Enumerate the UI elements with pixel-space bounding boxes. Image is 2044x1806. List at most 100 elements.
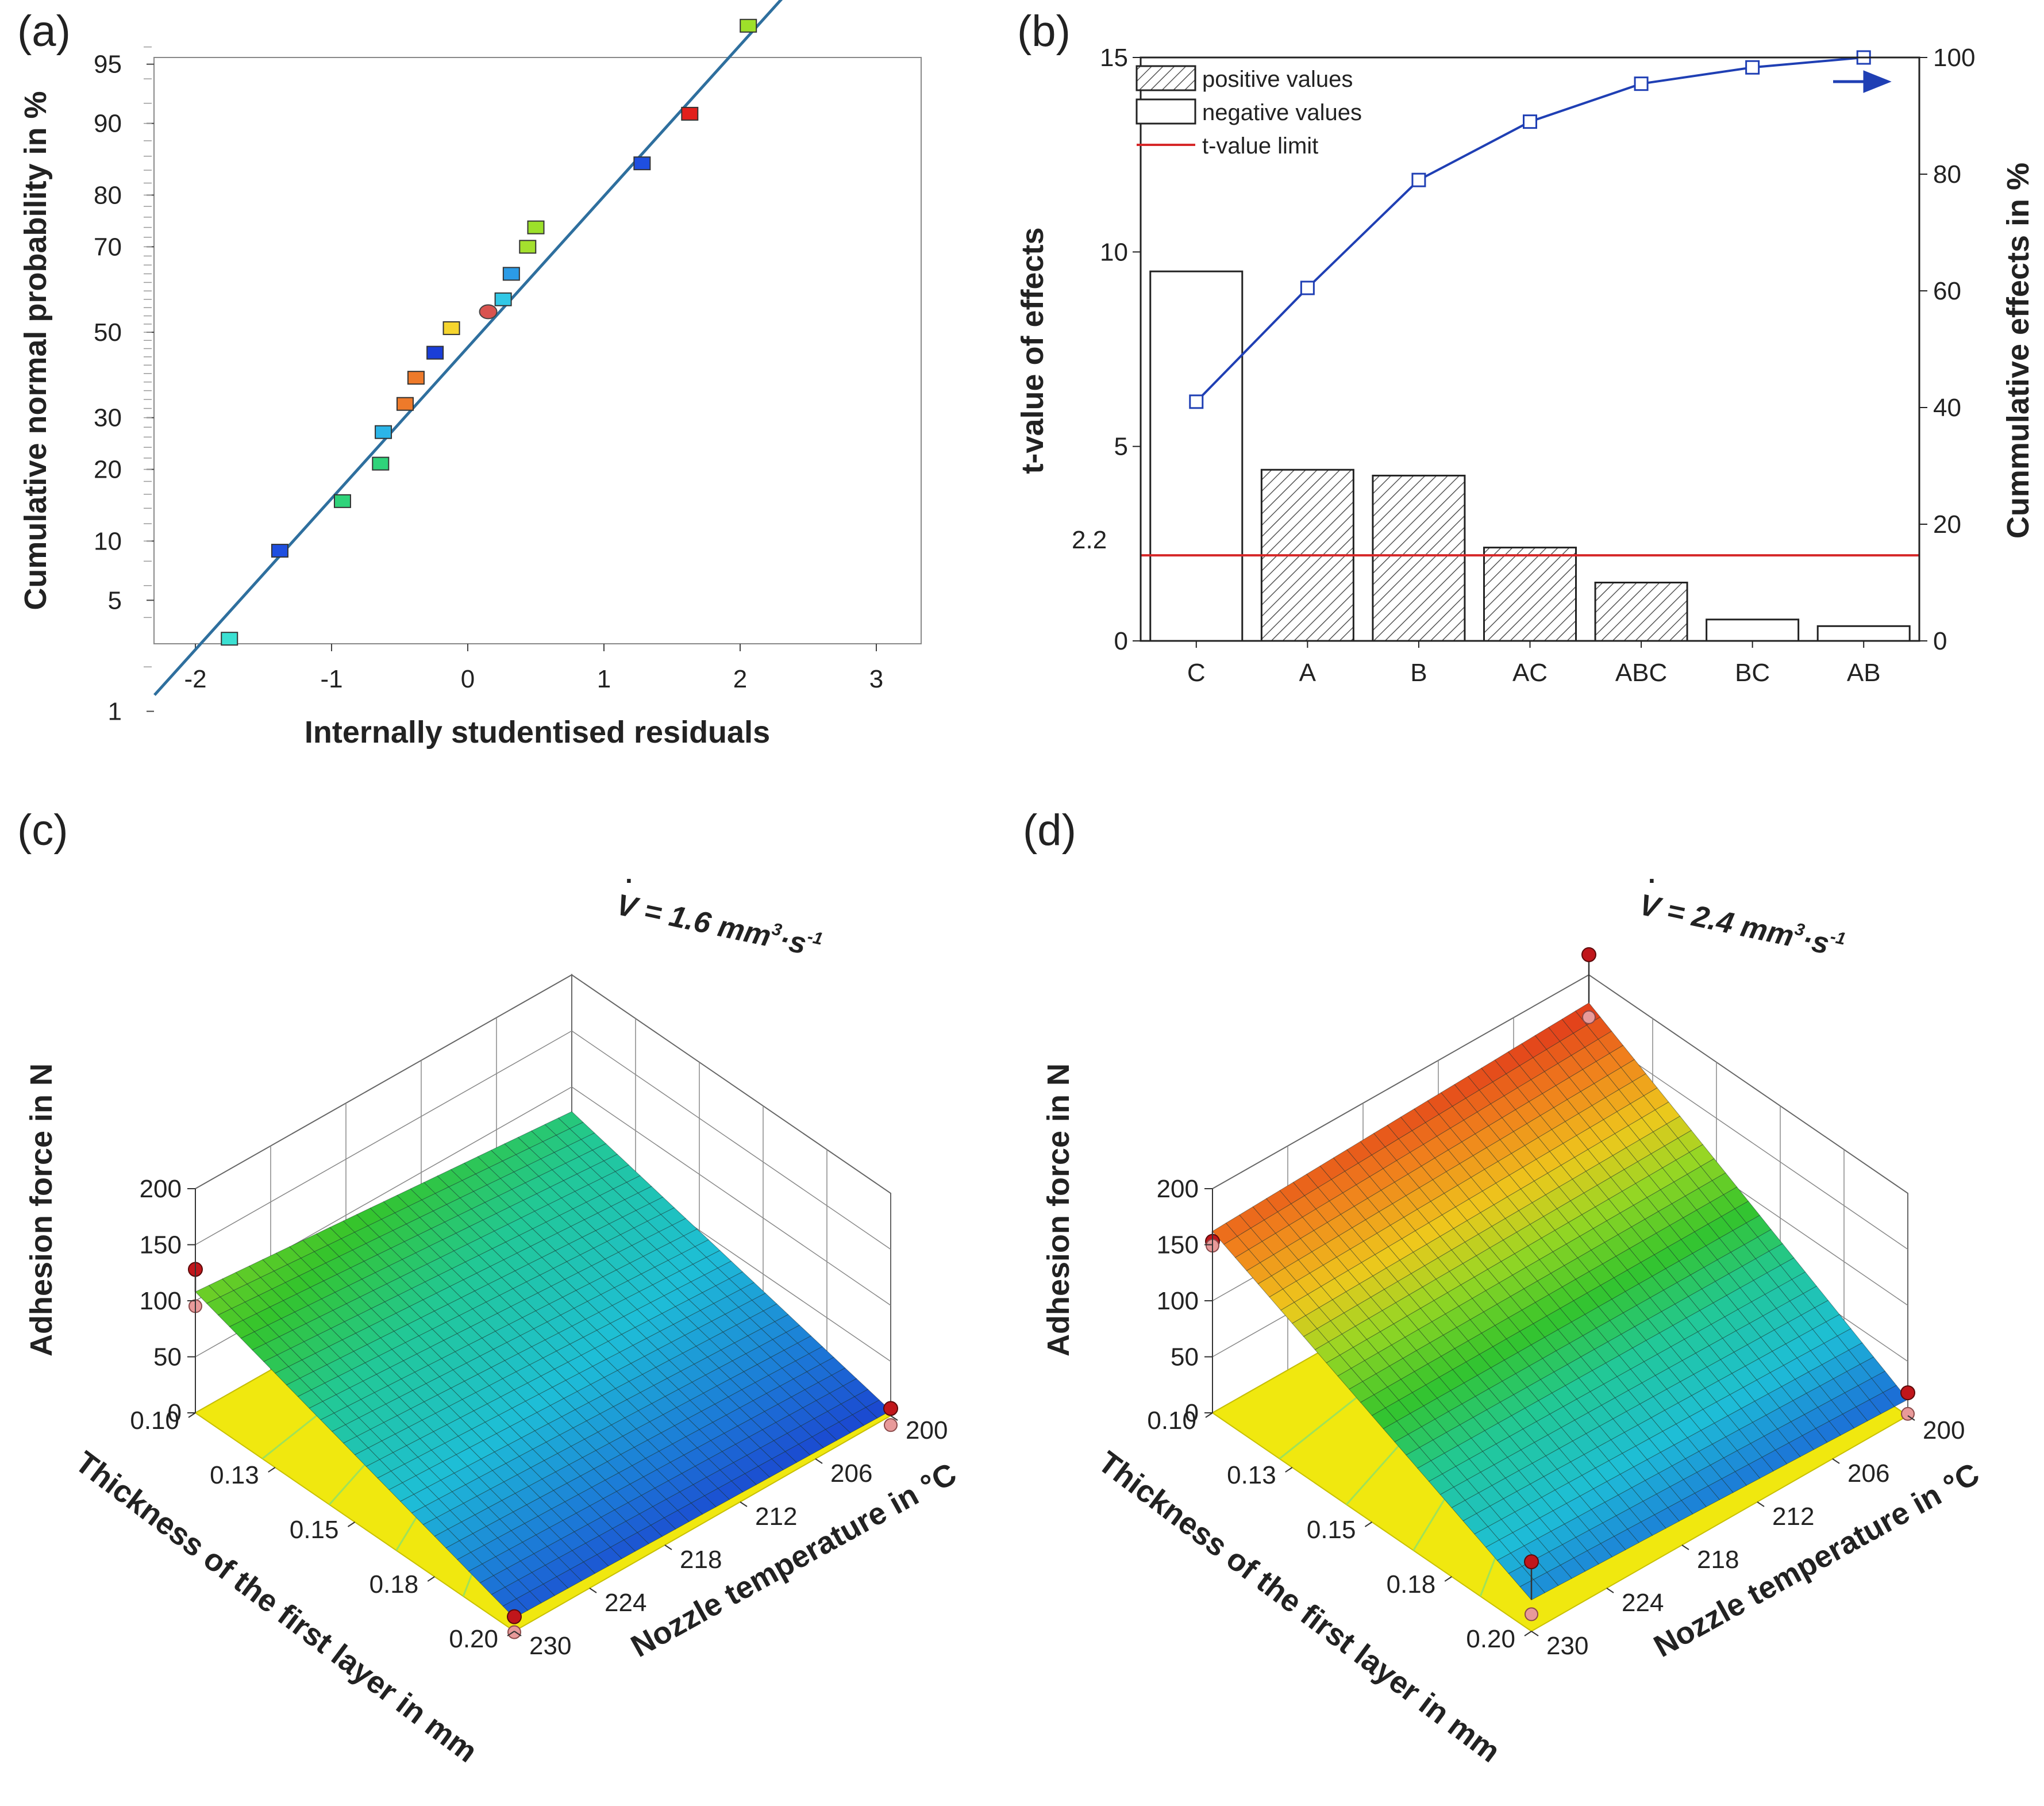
- temperature-axis-d: 200 206 212 218 224 230: [1531, 1415, 1965, 1660]
- legend-limit: t-value limit: [1202, 133, 1318, 159]
- x-axis-title-a: Internally studentised residuals: [305, 715, 770, 750]
- surface-patch: [811, 1429, 838, 1448]
- legend-negative: negative values: [1202, 100, 1362, 125]
- thickness-tick: [1205, 1412, 1213, 1418]
- residual-point: [740, 18, 757, 33]
- design-point: [507, 1609, 522, 1624]
- design-point-projection: [1901, 1407, 1915, 1421]
- effect-bar: [1816, 625, 1911, 642]
- panel-label-d: (d): [1023, 806, 1076, 855]
- design-point-projection: [1582, 1010, 1596, 1024]
- cumulative-marker: [1189, 394, 1204, 409]
- surface-patch: [1681, 1493, 1707, 1515]
- legend-negative-swatch: [1135, 98, 1196, 125]
- effect-bar: [1149, 270, 1244, 642]
- y-tick-label-a: 70: [94, 233, 122, 261]
- thickness-tick: [427, 1576, 435, 1582]
- residual-point: [271, 544, 288, 558]
- x-tick-label-a: 3: [869, 665, 883, 693]
- flow-rate-unit-inv: -1: [806, 927, 825, 949]
- x-axis-a: -2 -1 0 1 2 3: [184, 644, 883, 693]
- temperature-tick-label: 200: [1923, 1416, 1965, 1444]
- y-tick-label-a: 20: [94, 456, 122, 484]
- category-label: AB: [1847, 659, 1881, 687]
- y2-tick-label-b: 20: [1933, 510, 1961, 539]
- category-label: A: [1299, 659, 1317, 687]
- residual-point: [221, 632, 238, 646]
- design-points-d: [1205, 947, 1915, 1621]
- temperature-tick: [740, 1501, 748, 1507]
- category-label: C: [1187, 659, 1206, 687]
- surface-patch: [1856, 1399, 1881, 1421]
- temperature-axis-c: 200 206 212 218 224 230: [514, 1415, 948, 1660]
- thickness-tick-label: 0.18: [1387, 1570, 1436, 1598]
- residual-point: [494, 292, 512, 306]
- temperature-tick-label: 230: [529, 1632, 571, 1660]
- residual-point: [502, 267, 520, 281]
- cumulative-marker: [1634, 76, 1649, 91]
- z-tick-label: 150: [1157, 1231, 1199, 1259]
- z-axis-d: 0 50 100 150 200: [1157, 1175, 1213, 1427]
- y2-tick-label-b: 80: [1933, 160, 1961, 189]
- residual-point: [407, 371, 425, 385]
- residual-point: [479, 304, 498, 320]
- z-tick-label: 100: [1157, 1287, 1199, 1315]
- category-label: ABC: [1615, 659, 1667, 687]
- temperature-tick-label: 230: [1546, 1632, 1588, 1660]
- effect-bar: [1372, 474, 1466, 642]
- residual-point: [527, 220, 545, 235]
- thickness-tick: [268, 1467, 276, 1473]
- surface-patch: [1869, 1392, 1895, 1415]
- panel-label-a: (a): [17, 7, 71, 56]
- surface-patch: [852, 1407, 878, 1426]
- surface-patch: [825, 1421, 851, 1441]
- effect-bar: [1706, 618, 1800, 642]
- thickness-tick-label: 0.10: [130, 1407, 179, 1435]
- t-value-limit-label: 2.2: [1072, 526, 1107, 554]
- surface-patch: [1721, 1471, 1747, 1493]
- secondary-axis-title-b: Cummulative effects in %: [2001, 163, 2035, 539]
- temperature-tick: [664, 1544, 672, 1550]
- temperature-tick-label: 212: [755, 1503, 797, 1531]
- temperature-tick: [1832, 1458, 1840, 1464]
- surface-patch: [556, 1569, 582, 1589]
- design-point: [883, 1401, 898, 1416]
- residual-point: [333, 494, 351, 508]
- flow-rate-unit-inv: -1: [1829, 927, 1847, 949]
- thickness-tick: [1364, 1521, 1373, 1527]
- wall-grid-line: [571, 1030, 891, 1250]
- cumulative-marker: [1523, 114, 1537, 129]
- surface-patch: [515, 1591, 542, 1611]
- wall-grid-line: [195, 1030, 572, 1246]
- flow-rate-dot-d: ·: [1648, 866, 1657, 896]
- surface-patch: [1519, 1579, 1546, 1601]
- category-label: AC: [1512, 659, 1548, 687]
- panel-c-surface-plot: (c) 0 50 100 150 200 0.10 0.13 0.15 0.18 0.20 20…: [17, 806, 962, 1769]
- temperature-tick-label: 218: [1697, 1546, 1739, 1574]
- y2-tick-label-b: 100: [1933, 44, 1975, 72]
- y-axis-a: 15102030507080909599: [94, 51, 154, 726]
- residual-point: [681, 106, 699, 121]
- z-tick-label: 200: [1157, 1175, 1199, 1203]
- thickness-tick-label: 0.18: [369, 1570, 419, 1598]
- y-axis-a-minor-ticks: [144, 46, 152, 667]
- z-axis-title-c: Adhesion force in N: [24, 1063, 59, 1357]
- panel-d-surface-plot: (d) 0 50 100 150 200 0.10 0.13 0.15 0.18 0.20 20…: [1023, 806, 1985, 1769]
- surface-patch: [583, 1554, 609, 1574]
- surface-patch: [1533, 1571, 1559, 1593]
- surface-patch: [1802, 1428, 1828, 1450]
- thickness-tick: [347, 1521, 356, 1527]
- surface-patch: [798, 1436, 824, 1456]
- residual-points: [221, 18, 757, 646]
- residual-point: [519, 240, 537, 254]
- y-tick-label-b: 15: [1100, 44, 1128, 72]
- effect-bars: [1149, 270, 1911, 642]
- residual-point: [426, 345, 444, 360]
- thickness-axis-d: 0.10 0.13 0.15 0.18 0.20: [1147, 1407, 1532, 1653]
- design-point-projection: [507, 1625, 521, 1639]
- flow-rate-unit-exp: 3: [1793, 920, 1806, 940]
- category-label: B: [1410, 659, 1427, 687]
- flow-rate-unit-exp: 3: [770, 920, 783, 940]
- wall-grid-line: [1588, 1030, 1908, 1250]
